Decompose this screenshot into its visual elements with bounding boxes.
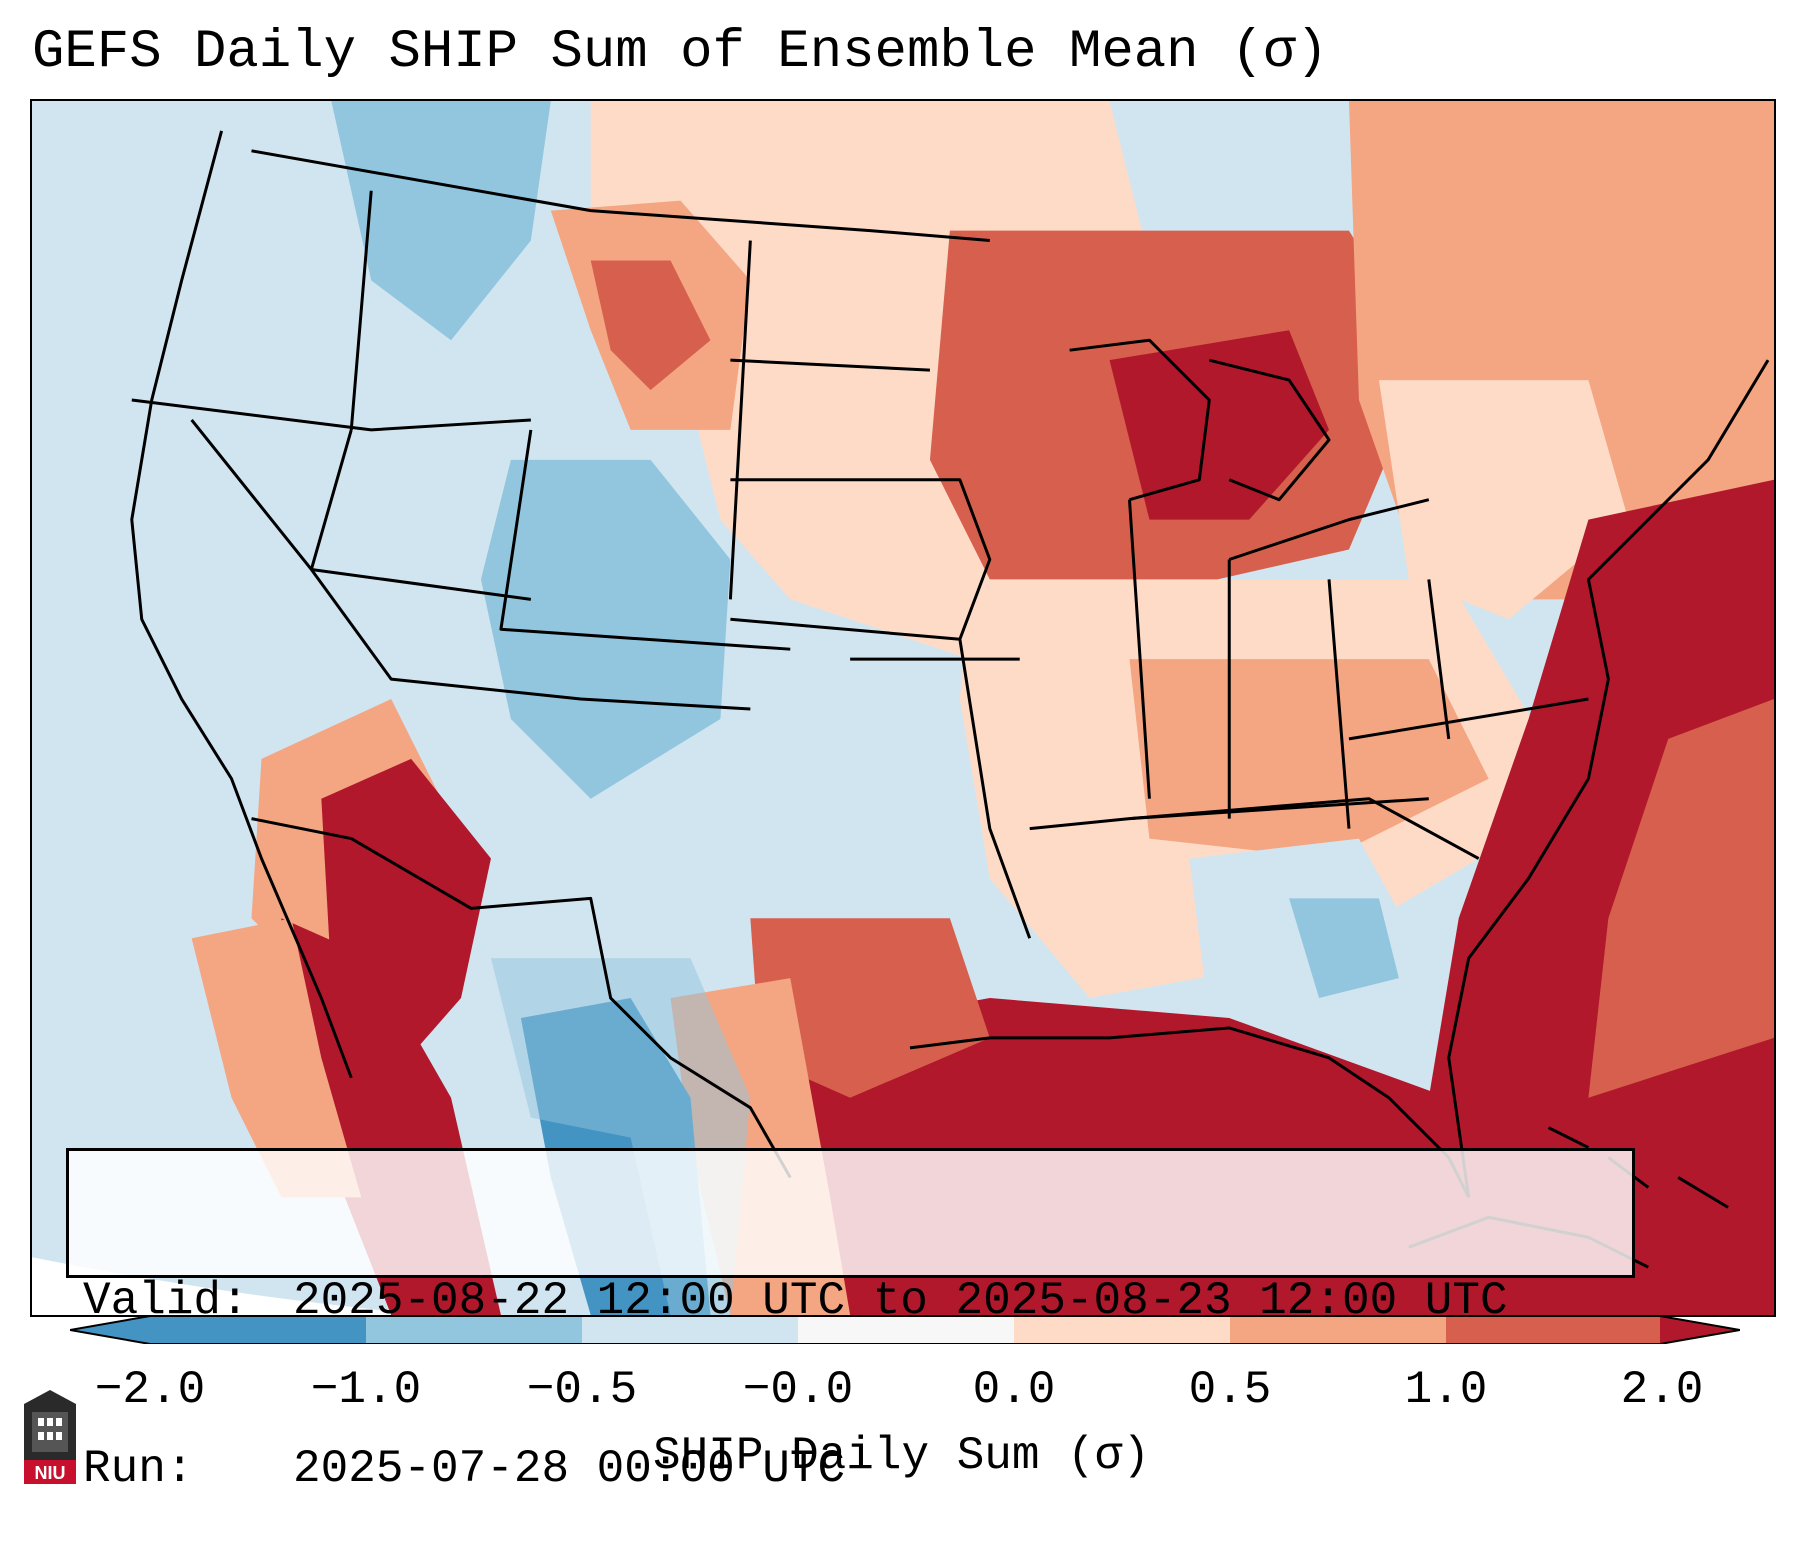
colorbar-title: SHIP Daily Sum (σ)	[653, 1430, 1150, 1482]
colorbar-segment-4	[582, 1316, 798, 1344]
border-canada	[251, 149, 990, 243]
colorbar-segment-6	[1014, 1316, 1230, 1344]
great-lakes-outline	[1069, 338, 1430, 561]
state-borders-central	[728, 240, 1429, 939]
tick-label: −0.0	[742, 1364, 854, 1416]
validity-info-box: Valid: 2025-08-22 12:00 UTC to 2025-08-2…	[66, 1148, 1635, 1495]
niu-logo-icon: NIU	[24, 1390, 76, 1484]
anomaly-zone-montana-core	[590, 260, 711, 391]
anomaly-zone-texas-coast	[750, 918, 990, 1098]
map-title: GEFS Daily SHIP Sum of Ensemble Mean (σ)	[32, 22, 1329, 83]
colorbar-segment-7	[1230, 1316, 1446, 1344]
projection-edge-left	[32, 1257, 432, 1315]
borders	[130, 130, 1770, 1199]
state-borders-west	[131, 190, 791, 711]
colorbar-segment-5	[798, 1316, 1014, 1344]
atlantic-coast	[1447, 359, 1770, 1198]
colorbar-segment-1	[70, 1316, 150, 1344]
tick-label: 2.0	[1620, 1364, 1704, 1416]
gulf-coast	[909, 1026, 1471, 1199]
border-mexico	[251, 817, 792, 1179]
anomaly-zone-rockies-cool	[480, 459, 731, 799]
anomaly-zone-northeast-light	[1378, 380, 1629, 620]
anomaly-zone-atlantic	[1408, 479, 1774, 1315]
anomaly-zone-pacific-warm	[191, 918, 362, 1198]
tick-label: 0.0	[972, 1364, 1056, 1416]
colorbar-segment-9	[1660, 1316, 1740, 1344]
colorbar-segment-8	[1446, 1316, 1662, 1344]
anomaly-zone-atlantic-inner	[1588, 699, 1774, 1098]
anomaly-zone-northwest-cool	[331, 101, 551, 341]
map-canvas	[32, 101, 1774, 1315]
colorbar-segment-3	[366, 1316, 582, 1344]
tick-label: 0.5	[1188, 1364, 1272, 1416]
tick-label: −0.5	[526, 1364, 638, 1416]
map-panel[interactable]	[30, 99, 1776, 1317]
anomaly-zone-ohio-valley	[1129, 659, 1489, 859]
tick-label: 1.0	[1404, 1364, 1488, 1416]
run-value: 2025-07-28 00:00 UTC	[293, 1443, 846, 1495]
tick-label: −1.0	[310, 1364, 422, 1416]
run-row: Run: 2025-07-28 00:00 UTC	[83, 1441, 1618, 1497]
colorbar-segment-2	[150, 1316, 366, 1344]
logo-text: NIU	[35, 1463, 66, 1483]
run-label: Run:	[83, 1443, 194, 1495]
anomaly-zone-georgia-cool	[1289, 898, 1399, 999]
colorbar	[70, 1316, 1740, 1344]
coastline-west	[130, 130, 353, 1079]
tick-label: −2.0	[94, 1364, 206, 1416]
state-borders-east	[1127, 499, 1589, 860]
